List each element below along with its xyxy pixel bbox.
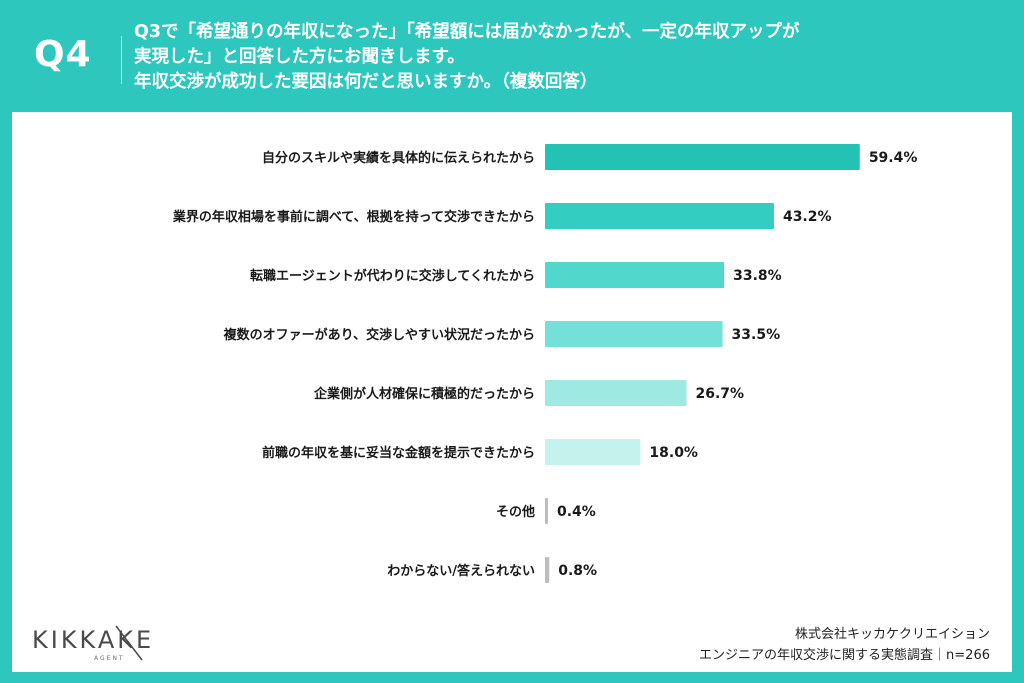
value-label: 26.7% [696, 386, 745, 402]
logo-subtext: AGENT [94, 655, 125, 662]
bar [545, 321, 723, 347]
question-number: Q4 [34, 34, 92, 75]
value-label: 59.4% [869, 150, 918, 166]
question-text: Q3で「希望通りの年収になった」「希望額には届かなかったが、一定の年収アップが … [134, 20, 994, 95]
question-line: 実現した」と回答した方にお聞きします。 [134, 47, 465, 67]
category-label: 転職エージェントが代わりに交渉してくれたから [250, 268, 535, 284]
category-label: 業界の年収相場を事前に調べて、根拠を持って交渉できたから [172, 209, 535, 225]
footer: 株式会社キッカケクリエイション エンジニアの年収交渉に関する実態調査｜n=266 [699, 624, 990, 666]
chart-panel: 自分のスキルや実績を具体的に伝えられたから 59.4% 業界の年収相場を事前に調べて… [12, 112, 1012, 672]
category-label: 自分のスキルや実績を具体的に伝えられたから [262, 150, 535, 166]
footer-survey: エンジニアの年収交渉に関する実態調査｜n=266 [699, 648, 990, 663]
question-line: Q3で「希望通りの年収になった」「希望額には届かなかったが、一定の年収アップが [134, 22, 800, 42]
bar [545, 498, 548, 524]
value-label: 18.0% [649, 445, 698, 461]
category-label: 企業側が人材確保に積極的だったから [313, 386, 535, 402]
category-label: 複数のオファーがあり、交渉しやすい状況だったから [223, 327, 535, 343]
bar [545, 439, 641, 465]
bar [545, 144, 860, 170]
bar [545, 262, 725, 288]
kikkake-logo: KIKKAKE AGENT [32, 625, 154, 662]
logo-slash [115, 625, 143, 661]
header-divider [121, 36, 122, 84]
logo-text: KIKKAKE [32, 626, 154, 654]
category-label: わからない/答えられない [387, 563, 535, 579]
question-line: 年収交渉が成功した要因は何だと思いますか。（複数回答） [134, 72, 598, 92]
value-label: 0.8% [558, 563, 597, 579]
value-label: 33.5% [732, 327, 781, 343]
bar [545, 557, 550, 583]
category-label: その他 [496, 504, 535, 520]
bar [545, 380, 687, 406]
bar-chart: 自分のスキルや実績を具体的に伝えられたから 59.4% 業界の年収相場を事前に調べて… [172, 144, 918, 583]
bar [545, 203, 774, 229]
value-label: 33.8% [733, 268, 782, 284]
footer-company: 株式会社キッカケクリエイション [794, 627, 990, 642]
header: Q4 Q3で「希望通りの年収になった」「希望額には届かなかったが、一定の年収アッ… [0, 0, 1024, 110]
value-label: 0.4% [557, 504, 596, 520]
value-label: 43.2% [783, 209, 832, 225]
category-label: 前職の年収を基に妥当な金額を提示できたから [262, 445, 535, 461]
